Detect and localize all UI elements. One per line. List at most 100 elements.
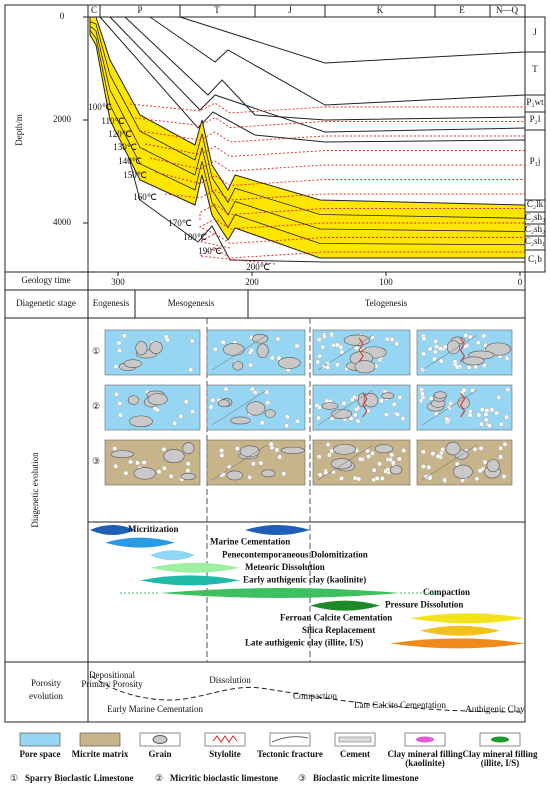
grain (149, 341, 163, 354)
cement-crystal (379, 398, 384, 404)
temperature-label: 130℃ (113, 142, 137, 152)
cement-crystal (212, 346, 218, 352)
cement-crystal (483, 417, 489, 423)
cement-crystal (249, 386, 255, 392)
process-bar (140, 575, 240, 586)
cement-crystal (468, 334, 473, 340)
process-label: Ferroan Calcite Cementation (280, 612, 392, 622)
porosity-annotation: Late Calcite Cementation (354, 700, 446, 710)
cement-crystal (185, 461, 191, 467)
burial-curve (109, 16, 526, 133)
cement-crystal (478, 421, 484, 427)
cement-crystal (420, 449, 426, 455)
cement-crystal (433, 339, 439, 344)
cement-crystal (118, 412, 123, 418)
cement-crystal (434, 344, 439, 350)
cement-crystal (481, 333, 487, 339)
porosity-label: Porosity (31, 678, 62, 688)
formation-label: P₂wt (526, 97, 544, 107)
porosity-annotation: Primary Porosity (81, 679, 143, 689)
tectonic-fracture (211, 334, 268, 371)
cement-crystal (371, 467, 377, 473)
isotherm (198, 247, 525, 265)
rock-type-name: Sparry Bioclastic Limestone (25, 773, 134, 783)
period-label: T (214, 5, 220, 15)
tectonic-fracture (421, 389, 478, 426)
cement-crystal (219, 448, 224, 454)
cement-crystal (162, 465, 167, 471)
cement-crystal (482, 459, 488, 465)
burial-history (89, 16, 526, 265)
process-bar (410, 613, 525, 624)
band-layer-line (89, 25, 526, 232)
cement-crystal (479, 407, 485, 413)
stage-name: Mesogenesis (168, 298, 215, 308)
temperature-label: 120℃ (108, 129, 132, 139)
cement-crystal (234, 446, 240, 451)
cement-crystal (454, 364, 460, 370)
process-bar (245, 525, 310, 535)
stage-label: Diagenetic stage (16, 298, 76, 308)
temperature-label: 200℃ (246, 262, 270, 272)
grain (147, 393, 168, 406)
cement-crystal (389, 452, 395, 458)
legend-label: (illite, I/S) (481, 758, 520, 768)
cement-crystal (475, 340, 481, 346)
process-label: Micritization (128, 524, 178, 534)
grain (129, 415, 153, 428)
stylolite (362, 392, 368, 418)
cement-crystal (421, 464, 426, 469)
tectonic-fracture (317, 334, 374, 371)
tectonic-fracture (421, 334, 478, 371)
cement-crystal (275, 336, 281, 342)
cement-crystal (219, 453, 225, 458)
cement-crystal (366, 454, 372, 459)
time-tick-label: 100 (379, 277, 393, 287)
cement-crystal (430, 451, 436, 456)
grain (110, 450, 134, 458)
rock-panel (206, 439, 306, 486)
grain (433, 391, 447, 399)
grain (486, 459, 500, 472)
legend-illite (491, 736, 509, 743)
cement-crystal (421, 351, 426, 357)
grain (133, 467, 156, 480)
legend-label: (kaolinite) (405, 758, 445, 768)
grain (390, 465, 403, 475)
depth-tick-label: 0 (60, 11, 65, 21)
cement-crystal (442, 344, 448, 350)
cement-crystal (377, 461, 383, 467)
cement-crystal (427, 475, 433, 481)
cement-crystal (444, 416, 450, 422)
legend-cement (338, 736, 372, 743)
depth-tick-label: 4000 (53, 217, 72, 227)
cement-crystal (168, 473, 174, 479)
grain (232, 360, 244, 371)
cement-crystal (349, 397, 355, 402)
cement-crystal (208, 404, 214, 410)
cement-crystal (481, 363, 487, 368)
isotherm (134, 116, 525, 128)
cement-crystal (117, 348, 122, 353)
porosity-label: evolution (29, 691, 63, 701)
cement-crystal (387, 457, 393, 463)
grain (333, 444, 356, 455)
cement-crystal (355, 418, 361, 424)
temperature-label: 160℃ (133, 192, 157, 202)
cement-crystal (427, 346, 433, 352)
cement-crystal (135, 460, 140, 466)
grain (252, 333, 269, 344)
cement-crystal (325, 442, 331, 447)
legend-label: Clay mineral filling (463, 749, 538, 759)
cement-crystal (369, 451, 375, 456)
legend-swatch (269, 732, 311, 747)
grain (180, 472, 196, 481)
cement-crystal (438, 346, 443, 351)
cement-crystal (389, 336, 395, 342)
process-bar (160, 588, 400, 598)
formation-column (524, 16, 546, 273)
grain (485, 342, 511, 356)
cement-crystal (327, 452, 332, 458)
cement-crystal (339, 476, 344, 481)
